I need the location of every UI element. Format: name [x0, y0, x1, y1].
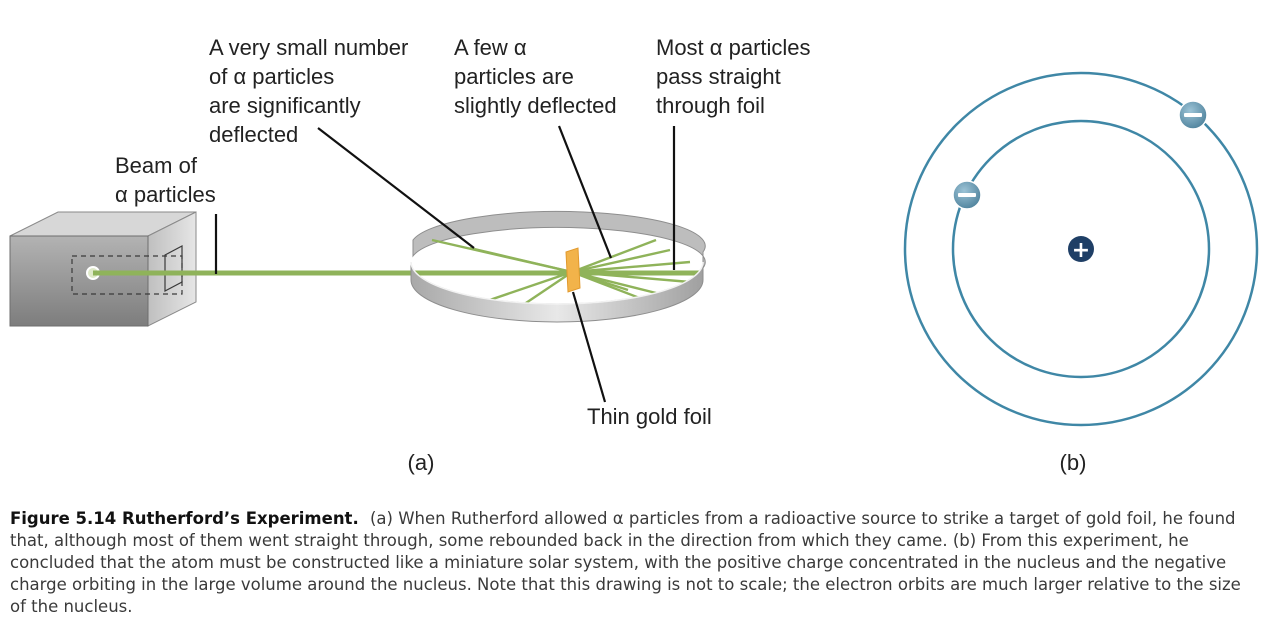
minus-icon [1184, 113, 1202, 117]
pointer-lines [214, 125, 676, 403]
figure-caption: Figure 5.14 Rutherford’s Experiment. (a)… [10, 508, 1260, 618]
outer-orbit [903, 71, 1259, 427]
label-pass-through: Most α particles pass straight through f… [656, 35, 817, 118]
panel-b-label: (b) [1060, 450, 1087, 475]
label-beam: Beam of α particles [115, 153, 216, 207]
label-gold-foil: Thin gold foil [587, 404, 712, 429]
alpha-source-box [9, 211, 197, 327]
electron-inner [952, 180, 982, 210]
label-significant-deflection: A very small number of α particles are s… [209, 35, 414, 147]
electron-outer [1178, 100, 1208, 130]
gold-foil [565, 247, 581, 293]
nucleus: + [1068, 236, 1094, 263]
rutherford-figure: A very small number of α particles are s… [9, 35, 1259, 475]
panel-a-label: (a) [408, 450, 435, 475]
caption-title: Figure 5.14 Rutherford’s Experiment. [10, 509, 359, 528]
panel-b: + (b) [903, 71, 1259, 475]
minus-icon [958, 193, 976, 197]
caption-text: (a) When Rutherford allowed α particles … [10, 509, 1241, 616]
inner-orbit [951, 119, 1211, 379]
label-slight-deflection: A few α particles are slightly deflected [454, 35, 617, 118]
panel-a: A very small number of α particles are s… [9, 35, 817, 475]
plus-icon: + [1072, 238, 1090, 263]
detector-ring-back [412, 210, 706, 270]
